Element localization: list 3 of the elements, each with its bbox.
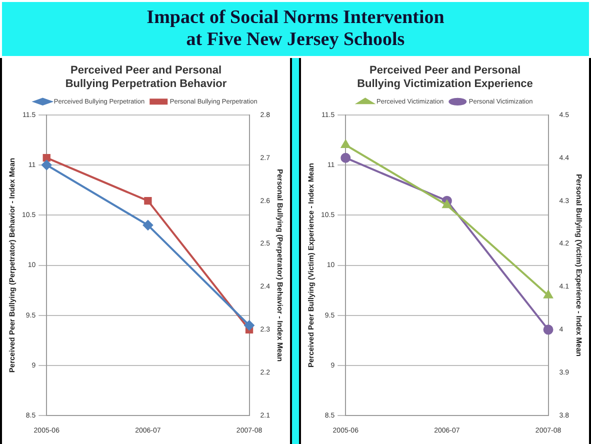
chart-title: Perceived Peer and Personal Bullying Victimization Experience	[357, 64, 533, 90]
text: Impact of Social Norms Intervention at Five New Jersey Schools	[0, 0, 591, 58]
chart-title: Perceived Peer and Personal Bullying Perpetration Behavior	[65, 64, 228, 90]
